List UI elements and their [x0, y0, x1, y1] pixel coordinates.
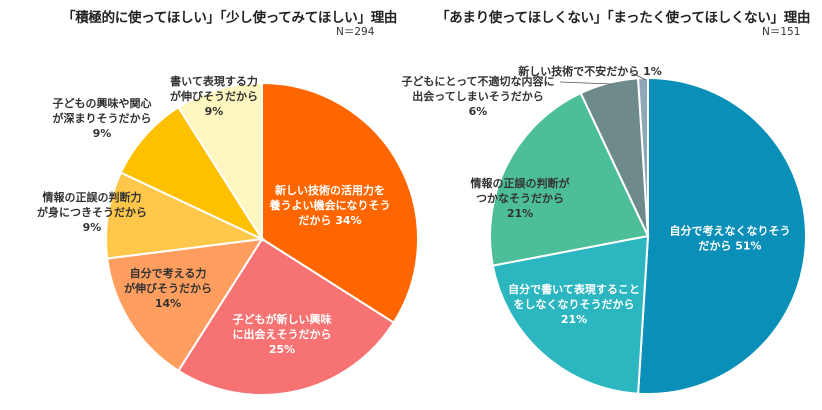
slice-label: 情報の正誤の判断力が身につきそうだから 9%: [37, 190, 147, 234]
left-n-label: N＝294: [336, 26, 375, 38]
right-n-label: N＝151: [762, 26, 801, 38]
pie-slice: [177, 237, 396, 396]
pie-slice: [637, 76, 808, 395]
left-pie-panel: 「積極的に使ってほしい」「少し使ってみてほしい」理由 N＝294 新しい技術の活…: [37, 10, 419, 396]
pie-slice: [489, 91, 650, 267]
left-chart-title: 「積極的に使ってほしい」「少し使ってみてほしい」理由: [62, 10, 398, 26]
slice-label: 自分で考えなくなりそうだから 51%: [670, 224, 791, 253]
right-pie-chart: 自分で考えなくなりそうだから 51% 自分で書いて表現することをしなくなりそうだか…: [401, 64, 808, 395]
slice-label: 書いて表現する力が伸びそうだから 9%: [170, 74, 258, 118]
slice-label: 自分で考える力が伸びそうだから 14%: [124, 266, 212, 310]
slice-label: 情報の正誤の判断がつかなそうだから 21%: [471, 176, 570, 220]
slice-label: 新しい技術の活用力を養うよい機会になりそうだから 34%: [270, 183, 391, 227]
pie-slice: [177, 81, 263, 243]
left-pie-chart: 新しい技術の活用力を養うよい機会になりそうだから 34% 子どもが新しい興味に出会…: [37, 74, 419, 396]
right-pie-panel: 「あまり使ってほしくない」「まったく使ってほしくない」理由 N＝151 自分で考…: [401, 0, 822, 410]
slice-label: 子どもの興味や関心が深まりそうだから 9%: [53, 96, 152, 140]
slice-label: 自分で書いて表現することをしなくなりそうだから 21%: [508, 282, 640, 326]
pie-slice: [105, 171, 266, 260]
slice-label: 新しい技術で不安だから 1%: [518, 64, 662, 78]
slice-label: 子どもが新しい興味に出会えそうだから 25%: [233, 312, 332, 356]
leader-line: [559, 81, 613, 85]
pie-slice: [491, 234, 650, 395]
right-chart-title: 「あまり使ってほしくない」「まったく使ってほしくない」理由: [436, 10, 811, 26]
pie-slice: [106, 237, 264, 373]
pie-slice: [119, 105, 265, 242]
leader-line: [631, 72, 647, 81]
slice-label: 子どもにとって不適切な内容に出会ってしまいそうだから 6%: [401, 74, 554, 118]
